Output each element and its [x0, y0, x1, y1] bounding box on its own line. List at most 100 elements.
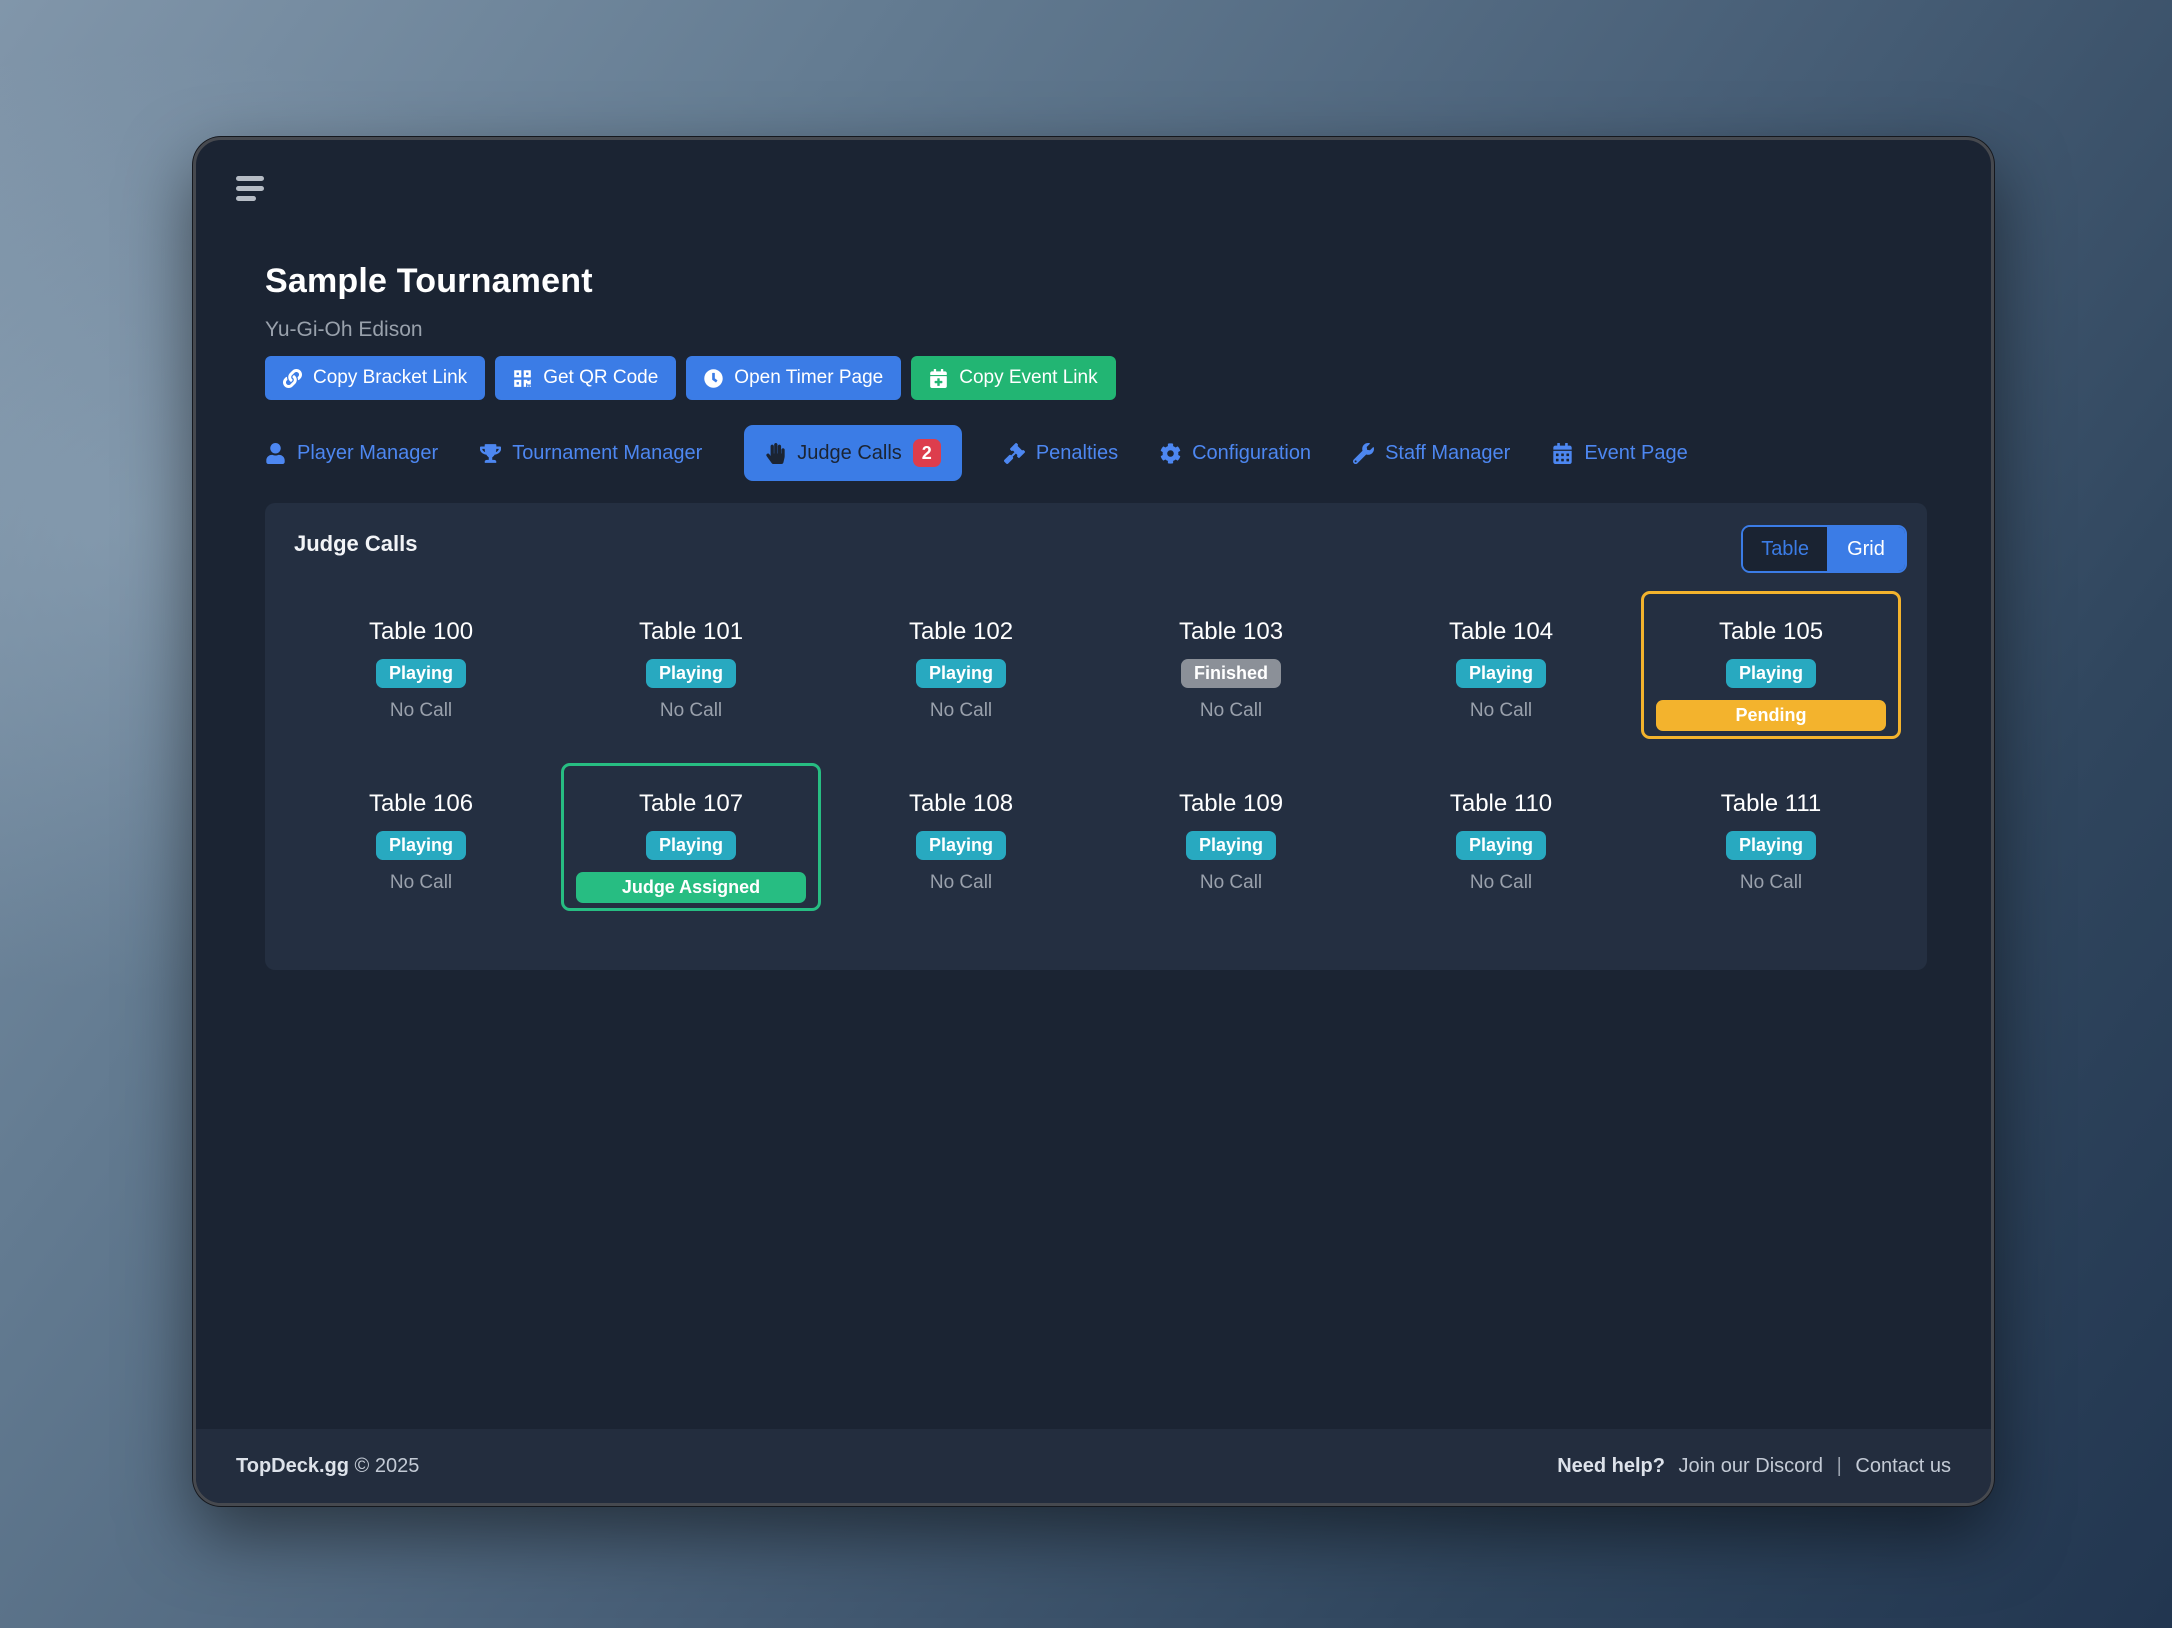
link-icon: [283, 368, 302, 388]
table-name: Table 101: [638, 618, 744, 645]
table-name: Table 111: [1720, 790, 1822, 817]
status-badge: Playing: [915, 659, 1007, 688]
footer-separator: |: [1836, 1454, 1842, 1477]
trophy-icon: [480, 443, 502, 464]
table-card-102[interactable]: Table 102 Playing No Call: [831, 591, 1091, 739]
table-card-104[interactable]: Table 104 Playing No Call: [1371, 591, 1631, 739]
table-name: Table 108: [908, 790, 1014, 817]
table-name: Table 102: [908, 618, 1014, 645]
call-status: No Call: [1739, 872, 1803, 893]
footer: TopDeck.gg © 2025 Need help? Join our Di…: [196, 1429, 1991, 1503]
hamburger-menu-icon[interactable]: [236, 176, 266, 202]
button-label: Copy Event Link: [959, 367, 1098, 388]
tab-staff-manager[interactable]: Staff Manager: [1353, 442, 1510, 465]
call-status: No Call: [929, 872, 993, 893]
person-icon: [265, 442, 286, 464]
status-badge: Playing: [1725, 831, 1817, 860]
table-card-100[interactable]: Table 100 Playing No Call: [291, 591, 551, 739]
status-badge: Playing: [1185, 831, 1277, 860]
call-status: No Call: [929, 700, 993, 721]
copyright-text: © 2025: [354, 1454, 420, 1477]
table-name: Table 104: [1448, 618, 1554, 645]
judge-calls-panel: Judge Calls Table Grid Table 100 Playing No…: [265, 503, 1927, 970]
button-label: Copy Bracket Link: [313, 367, 468, 388]
status-badge: Playing: [1455, 831, 1547, 860]
gear-icon: [1160, 442, 1181, 464]
call-status: No Call: [389, 700, 453, 721]
tab-event-page[interactable]: Event Page: [1552, 441, 1688, 465]
status-badge: Playing: [645, 659, 737, 688]
table-name: Table 103: [1178, 618, 1284, 645]
gavel-icon: [1003, 442, 1025, 464]
button-label: Get QR Code: [543, 367, 659, 388]
footer-copyright: TopDeck.gg © 2025: [236, 1455, 419, 1478]
brand-name: TopDeck.gg: [236, 1454, 349, 1477]
page-subtitle: Yu-Gi-Oh Edison: [265, 318, 423, 341]
tab-penalties[interactable]: Penalties: [1003, 441, 1119, 465]
tab-label: Staff Manager: [1385, 441, 1511, 464]
app-window: Sample Tournament Yu-Gi-Oh Edison Copy B…: [193, 137, 1994, 1506]
footer-help: Need help? Join our Discord | Contact us: [1557, 1455, 1951, 1478]
tab-configuration[interactable]: Configuration: [1160, 442, 1311, 465]
open-timer-page-button[interactable]: Open Timer Page: [686, 356, 902, 400]
button-label: Open Timer Page: [734, 367, 884, 388]
tab-label: Tournament Manager: [512, 441, 703, 464]
table-card-109[interactable]: Table 109 Playing No Call: [1101, 763, 1361, 911]
call-status: No Call: [659, 700, 723, 721]
table-card-108[interactable]: Table 108 Playing No Call: [831, 763, 1091, 911]
status-badge: Finished: [1180, 659, 1281, 688]
table-card-105[interactable]: Table 105 Playing Pending: [1641, 591, 1901, 739]
status-badge: Playing: [1725, 659, 1817, 688]
copy-event-link-button[interactable]: Copy Event Link: [911, 356, 1116, 400]
call-status: Pending: [1656, 700, 1886, 731]
status-badge: Playing: [1455, 659, 1547, 688]
tab-label: Configuration: [1192, 441, 1312, 464]
table-name: Table 106: [368, 790, 474, 817]
get-qr-code-button[interactable]: Get QR Code: [495, 356, 677, 400]
call-status: Judge Assigned: [576, 872, 806, 903]
table-name: Table 100: [368, 618, 474, 645]
tab-label: Player Manager: [297, 441, 439, 464]
table-card-110[interactable]: Table 110 Playing No Call: [1371, 763, 1631, 911]
view-toggle: Table Grid: [1741, 525, 1907, 573]
hand-icon: [765, 442, 786, 464]
copy-bracket-link-button[interactable]: Copy Bracket Link: [265, 356, 486, 400]
status-badge: Playing: [645, 831, 737, 860]
table-name: Table 105: [1718, 618, 1824, 645]
call-status: No Call: [1199, 700, 1263, 721]
status-badge: Playing: [375, 659, 467, 688]
judge-calls-count-badge: 2: [912, 439, 941, 467]
table-name: Table 110: [1449, 790, 1553, 817]
tab-judge-calls[interactable]: Judge Calls 2: [744, 425, 962, 481]
table-card-101[interactable]: Table 101 Playing No Call: [561, 591, 821, 739]
table-view-button[interactable]: Table: [1743, 527, 1827, 571]
tabs-row: Player Manager Tournament Manager Judge Ca…: [265, 424, 1688, 482]
calendar-icon: [1552, 442, 1573, 464]
tab-label: Penalties: [1035, 441, 1119, 464]
tab-player-manager[interactable]: Player Manager: [265, 442, 438, 465]
contact-link[interactable]: Contact us: [1855, 1454, 1951, 1477]
tab-label: Judge Calls: [797, 441, 902, 464]
page-title: Sample Tournament: [265, 262, 593, 300]
status-badge: Playing: [375, 831, 467, 860]
need-help-label: Need help?: [1557, 1454, 1665, 1477]
discord-link[interactable]: Join our Discord: [1678, 1454, 1824, 1477]
table-card-106[interactable]: Table 106 Playing No Call: [291, 763, 551, 911]
call-status: No Call: [1469, 700, 1533, 721]
tab-tournament-manager[interactable]: Tournament Manager: [480, 442, 702, 465]
table-card-103[interactable]: Table 103 Finished No Call: [1101, 591, 1361, 739]
table-name: Table 107: [638, 790, 744, 817]
wrench-icon: [1353, 442, 1375, 464]
calendar-plus-icon: [929, 368, 948, 388]
qr-code-icon: [513, 369, 532, 388]
tab-label: Event Page: [1584, 441, 1688, 464]
table-card-111[interactable]: Table 111 Playing No Call: [1641, 763, 1901, 911]
call-status: No Call: [1469, 872, 1533, 893]
status-badge: Playing: [915, 831, 1007, 860]
call-status: No Call: [1199, 872, 1263, 893]
table-cards-grid: Table 100 Playing No Call Table 101 Playing N…: [291, 591, 1901, 911]
grid-view-button[interactable]: Grid: [1827, 527, 1905, 571]
call-status: No Call: [389, 872, 453, 893]
table-card-107[interactable]: Table 107 Playing Judge Assigned: [561, 763, 821, 911]
panel-title: Judge Calls: [294, 531, 418, 556]
